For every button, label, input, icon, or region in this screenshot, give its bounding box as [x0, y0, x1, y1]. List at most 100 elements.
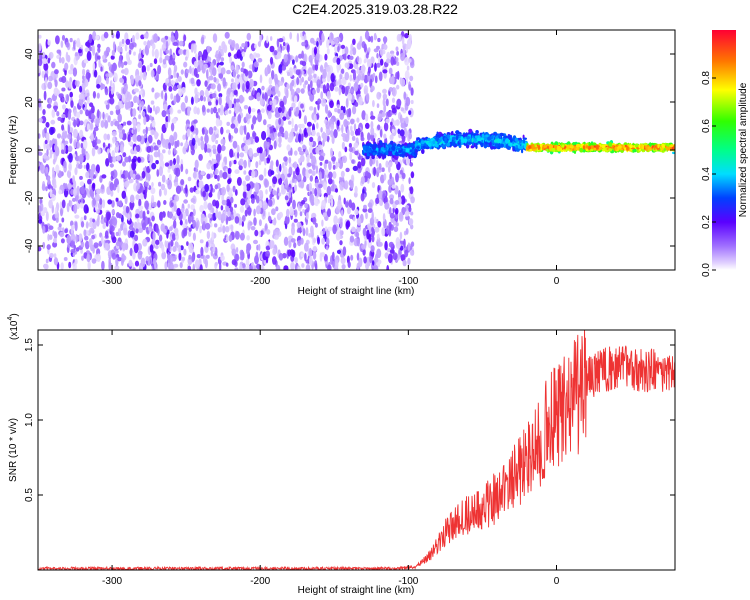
spectrogram-noise-cell: [382, 193, 386, 199]
spectrogram-noise-cell: [136, 222, 142, 229]
spectrogram-noise-cell: [157, 200, 161, 208]
spectrogram-noise-cell: [145, 47, 149, 56]
spectrogram-noise-cell: [76, 185, 80, 196]
spectrogram-noise-cell: [127, 134, 131, 143]
spectrogram-noise-cell: [285, 89, 288, 99]
spectrogram-noise-cell: [96, 139, 102, 144]
spectrogram-signal-cell: [455, 130, 460, 135]
spectrogram-noise-cell: [365, 212, 368, 220]
spectrogram-noise-cell: [334, 46, 338, 52]
spectrogram-noise-cell: [231, 248, 237, 256]
spectrogram-noise-cell: [234, 230, 240, 240]
spectrogram-noise-cell: [51, 109, 56, 118]
spectrogram-region-signal-band: [414, 128, 529, 154]
spectrogram-noise-cell: [74, 80, 78, 86]
spectrogram-noise-cell: [63, 257, 68, 261]
spectrogram-noise-cell: [304, 202, 309, 209]
spectrogram-signal-cell: [477, 141, 482, 144]
spectrogram-noise-cell: [326, 135, 330, 143]
spectrogram-noise-cell: [251, 123, 254, 130]
spectrogram-noise-cell: [240, 250, 245, 261]
spectrogram-noise-cell: [67, 124, 71, 134]
spectrogram-noise-cell: [308, 247, 313, 258]
spectrogram-noise-cell: [222, 77, 226, 87]
spectrogram-noise-cell: [284, 178, 289, 188]
spectrogram-noise-cell: [175, 167, 181, 177]
spectrogram-noise-cell: [356, 217, 362, 226]
spectrogram-noise-cell: [44, 77, 48, 86]
spectrogram-noise-cell: [375, 159, 379, 167]
spectrogram-noise-cell: [274, 73, 278, 84]
spectrogram-noise-cell: [178, 40, 184, 47]
spectrogram-noise-cell: [90, 113, 95, 119]
spectrogram-noise-cell: [61, 149, 65, 154]
spectrogram-noise-cell: [294, 178, 297, 184]
spectrogram-noise-cell: [380, 174, 385, 184]
spectrogram-noise-cell: [135, 228, 139, 234]
spectrogram-marks: [38, 30, 675, 270]
spectrogram-noise-cell: [46, 103, 52, 109]
spectrogram-noise-cell: [318, 183, 323, 189]
spectrogram-noise-cell: [341, 141, 345, 150]
spectrogram-noise-cell: [85, 152, 90, 161]
spectrogram-noise-cell: [258, 41, 261, 48]
spectrogram-noise-cell: [308, 106, 314, 111]
spectrogram-noise-cell: [396, 84, 400, 90]
spectrogram-noise-cell: [410, 196, 415, 204]
spectrogram-noise-cell: [283, 236, 289, 246]
spectrogram-noise-cell: [142, 210, 146, 221]
spectrogram-noise-cell: [374, 35, 378, 40]
spectrogram-noise-cell: [117, 113, 122, 123]
spectrogram-noise-cell: [45, 186, 48, 192]
spectrogram-noise-cell: [103, 216, 107, 223]
spectrogram-noise-cell: [339, 240, 343, 246]
spectrogram-noise-cell: [328, 161, 332, 171]
spectrogram-noise-cell: [125, 51, 130, 62]
spectrogram-noise-cell: [152, 231, 156, 241]
spectrogram-noise-cell: [287, 71, 290, 77]
spectrogram-noise-cell: [45, 211, 49, 222]
spectrogram-noise-cell: [95, 188, 101, 195]
spectrogram-noise-cell: [41, 183, 46, 191]
spectrogram-noise-cell: [128, 178, 134, 184]
spectrogram-noise-cell: [123, 82, 128, 92]
spectrogram-noise-cell: [177, 76, 182, 82]
spectrogram-noise-cell: [70, 233, 76, 243]
spectrogram-noise-cell: [168, 211, 174, 219]
spectrogram-noise-cell: [291, 178, 295, 183]
spectrogram-noise-cell: [310, 59, 313, 66]
spectrogram-noise-cell: [246, 139, 251, 146]
spectrogram-noise-cell: [316, 79, 322, 88]
spectrogram-noise-cell: [167, 168, 171, 173]
spectrogram-noise-cell: [394, 207, 399, 215]
spectrogram-noise-cell: [199, 95, 204, 102]
spectrogram-noise-cell: [61, 113, 66, 119]
spectrogram-signal-cell: [418, 137, 421, 143]
spectrogram-noise-cell: [349, 214, 354, 219]
spectrogram-noise-cell: [173, 204, 177, 213]
spectrogram-noise-cell: [131, 34, 136, 45]
spectrogram-noise-cell: [144, 200, 150, 209]
spectrogram-noise-cell: [401, 36, 405, 46]
spectrogram-noise-cell: [83, 58, 89, 64]
spectrogram-noise-cell: [279, 100, 285, 108]
spectrogram-noise-cell: [127, 213, 131, 221]
spectrogram-noise-cell: [307, 83, 311, 92]
spectrogram-noise-cell: [365, 262, 370, 270]
spectrogram-noise-cell: [195, 127, 199, 136]
spectrogram-noise-cell: [61, 217, 65, 223]
spectrogram-noise-cell: [222, 171, 228, 180]
spectrogram-noise-cell: [271, 70, 275, 80]
spectrogram-noise-cell: [143, 134, 147, 139]
spectrogram-signal-cell: [444, 137, 447, 142]
spectrogram-noise-cell: [79, 85, 83, 93]
spectrogram-noise-cell: [330, 33, 334, 40]
spectrogram-noise-cell: [173, 219, 177, 229]
spectrogram-noise-cell: [327, 264, 332, 270]
spectrogram-noise-cell: [322, 68, 327, 79]
spectrogram-noise-cell: [80, 44, 83, 49]
spectrogram-noise-cell: [248, 95, 254, 101]
spectrogram-noise-cell: [333, 129, 338, 139]
spectrogram-noise-cell: [312, 251, 317, 260]
spectrogram-noise-cell: [376, 248, 382, 259]
